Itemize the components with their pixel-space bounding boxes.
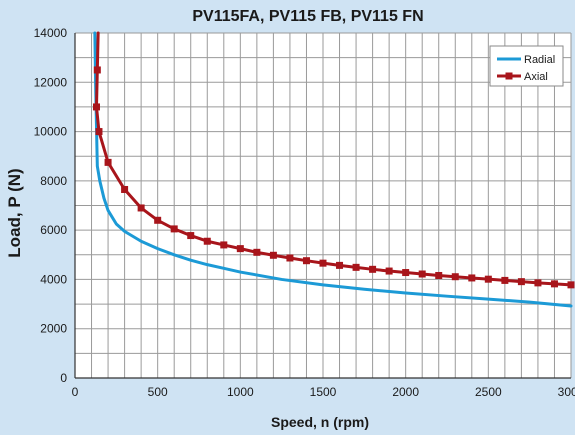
series-line-radial [93,31,573,308]
legend-axial-label: Axial [524,71,548,83]
data-point-axial [93,66,101,74]
data-point-axial [402,269,410,277]
y-tick-label: 4000 [40,272,67,286]
x-tick-label: 1000 [227,385,254,399]
x-tick-label: 0 [72,385,79,399]
data-point-axial [550,280,558,288]
data-point-axial [170,225,178,233]
data-point-axial [92,103,100,111]
y-tick-label: 0 [60,371,67,385]
legend-radial-label: Radial [524,54,555,66]
x-tick-label: 1500 [310,385,337,399]
data-point-axial [352,263,360,271]
x-axis-title: Speed, n (rpm) [271,414,369,430]
x-tick-label: 2500 [475,385,502,399]
data-point-axial [121,185,129,193]
data-point-axial [302,257,310,265]
data-point-axial [435,271,443,279]
data-point-axial [336,261,344,269]
legend-axial-marker [505,72,513,80]
data-point-axial [534,279,542,287]
x-tick-label: 500 [148,385,168,399]
y-tick-label: 2000 [40,322,67,336]
data-point-axial [269,251,277,259]
data-point-axial [95,128,103,136]
data-point-axial [203,237,211,245]
data-point-axial [220,241,228,249]
legend-box [489,45,564,87]
x-tick-label: 2000 [392,385,419,399]
data-point-axial [286,254,294,262]
data-point-axial [484,275,492,283]
data-point-axial [319,259,327,267]
series-layer [92,31,575,308]
legend: Radial Axial [489,45,564,87]
y-tick-label: 6000 [40,223,67,237]
data-point-axial [104,158,112,166]
data-point-axial [187,232,195,240]
data-point-axial [137,204,145,212]
data-point-axial [236,245,244,253]
data-point-axial [369,265,377,273]
data-point-axial [517,278,525,286]
data-point-axial [501,276,509,284]
y-tick-label: 8000 [40,174,67,188]
data-point-axial [567,281,575,289]
data-point-axial [154,216,162,224]
data-point-axial [451,273,459,281]
data-point-axial [385,267,393,275]
data-point-axial [468,274,476,282]
y-tick-label: 14000 [34,26,68,40]
data-point-axial [253,248,261,256]
y-axis-title: Load, P (N) [5,168,24,257]
chart-title: PV115FA, PV115 FB, PV115 FN [192,8,423,25]
y-tick-label: 10000 [34,125,68,139]
data-point-axial [418,270,426,278]
y-tick-label: 12000 [34,75,68,89]
